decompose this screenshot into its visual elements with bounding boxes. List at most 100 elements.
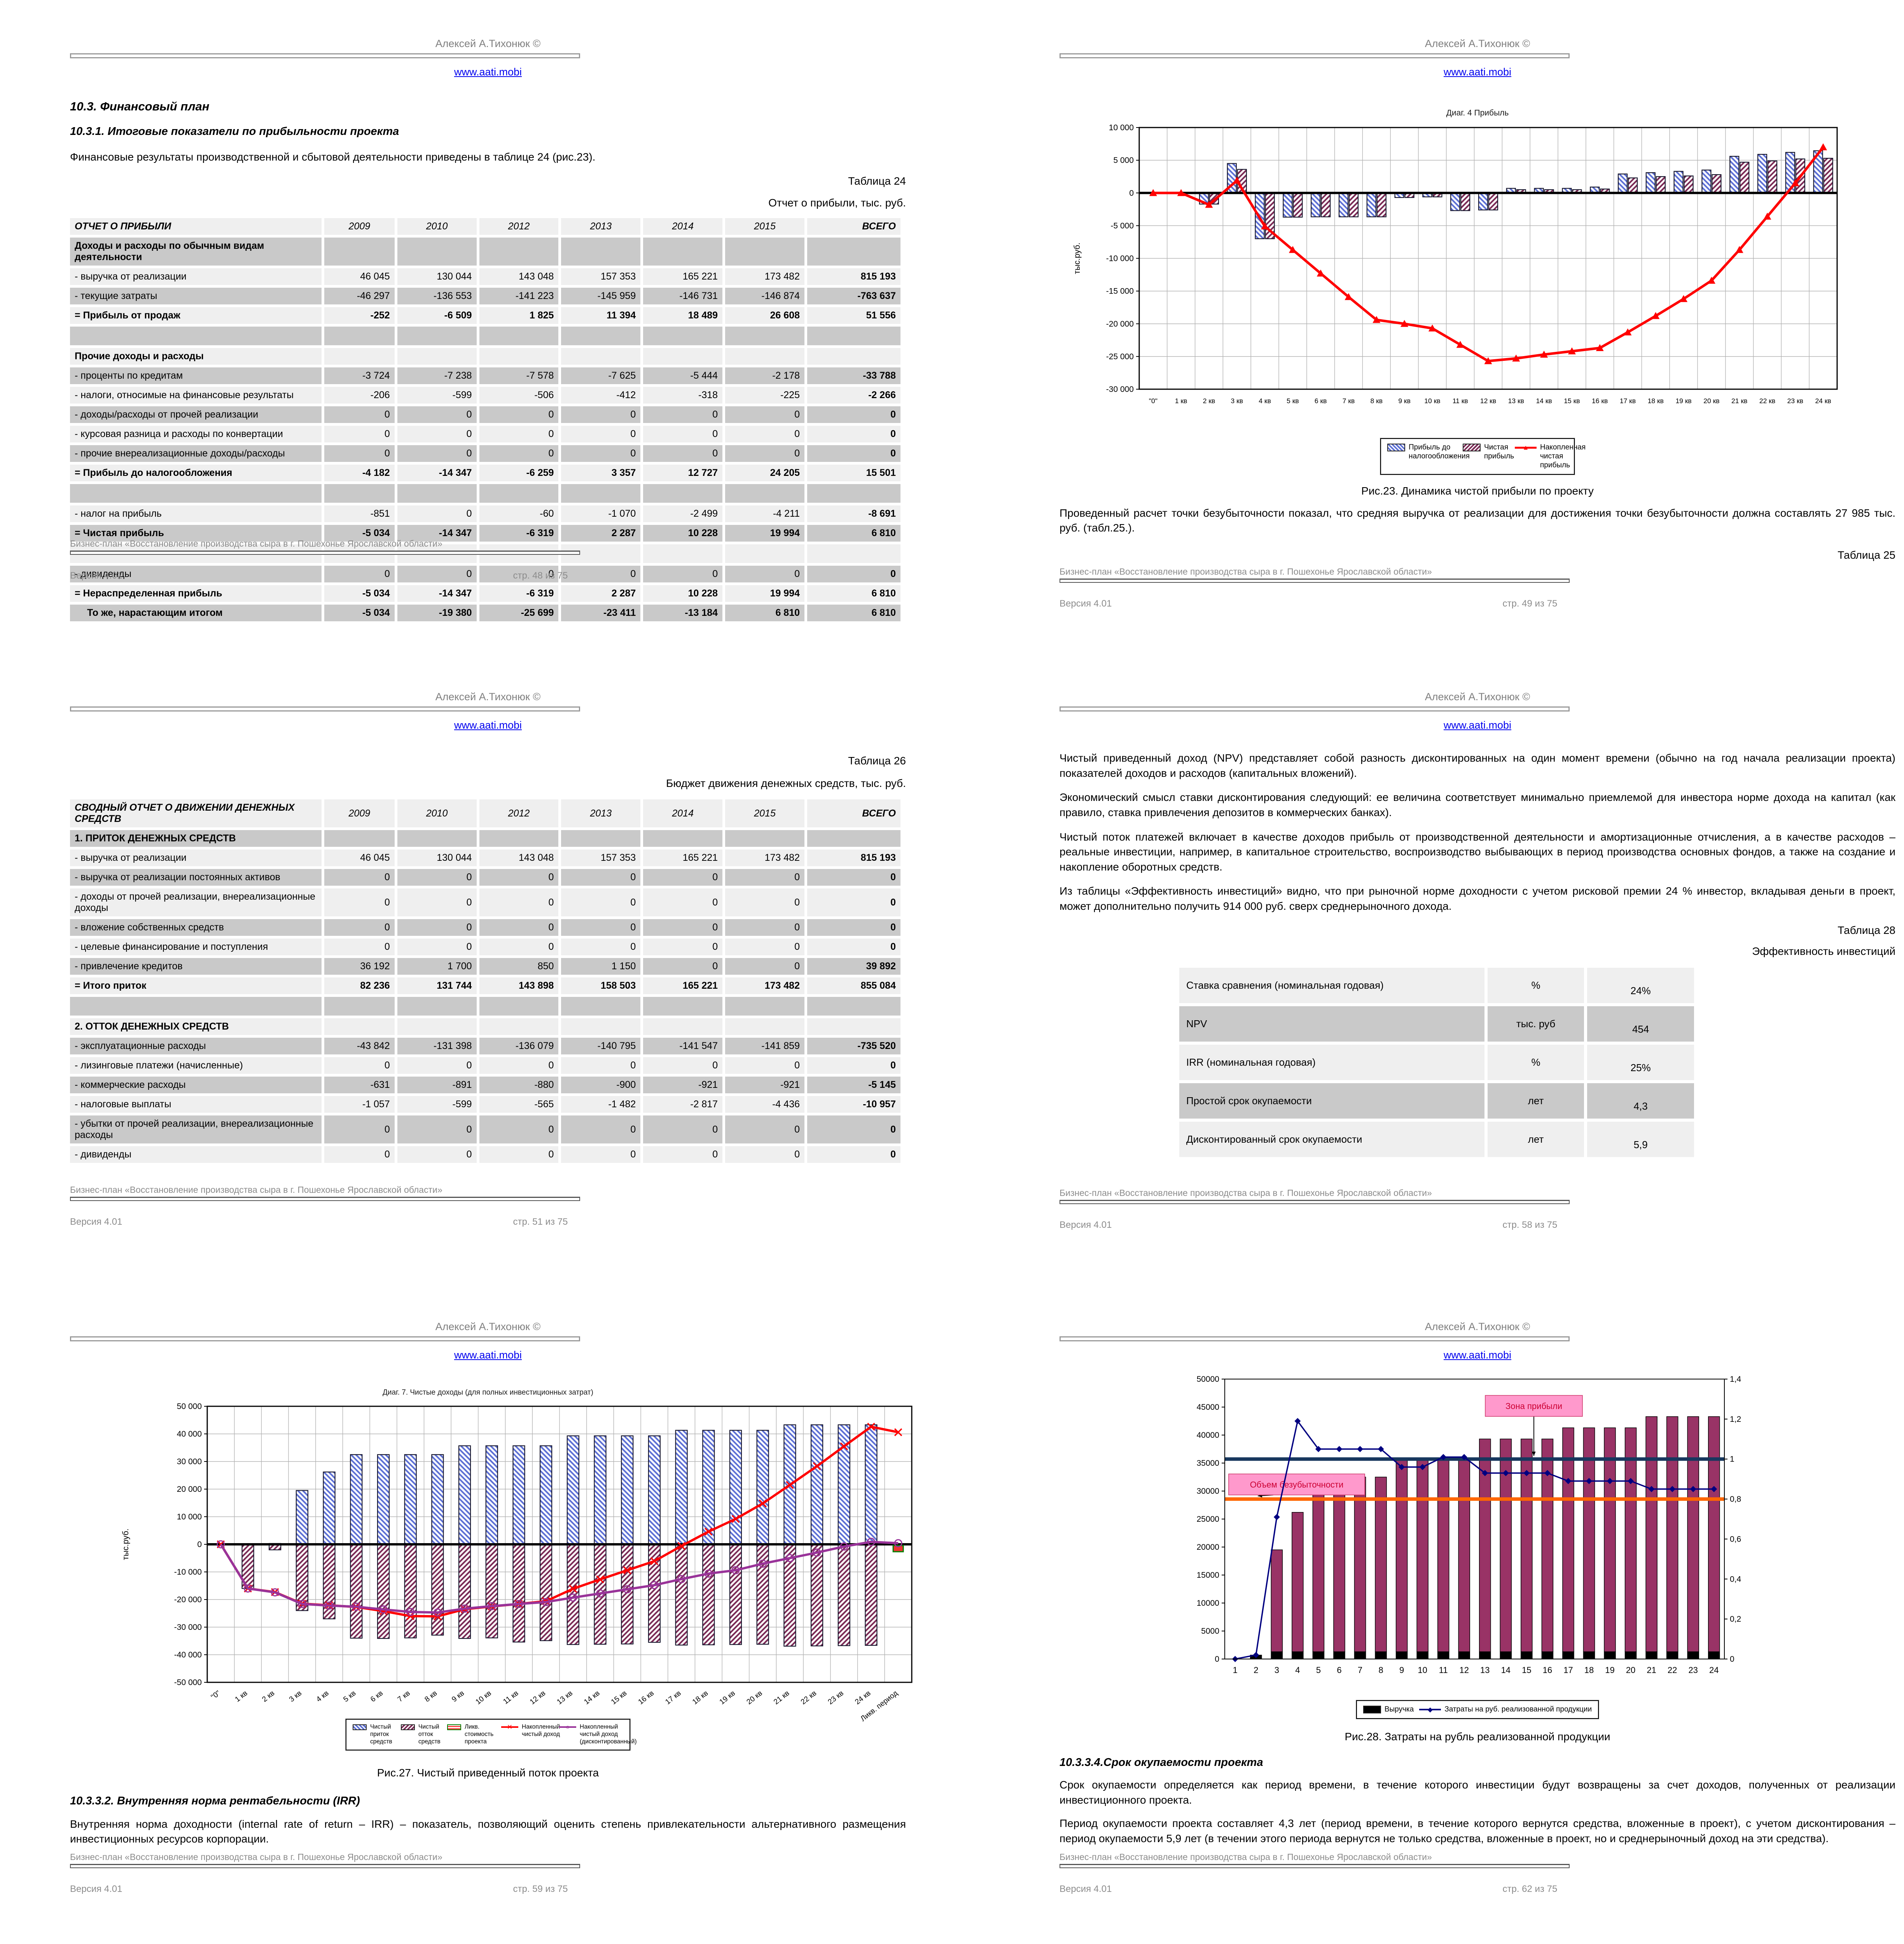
svg-text:-50 000: -50 000 xyxy=(174,1678,202,1687)
site-link[interactable]: www.aati.mobi xyxy=(454,66,522,78)
site-link[interactable]: www.aati.mobi xyxy=(454,1349,522,1361)
svg-text:23 кв: 23 кв xyxy=(827,1689,845,1706)
svg-text:22 кв: 22 кв xyxy=(799,1689,818,1706)
table-cell: 0 xyxy=(643,919,723,936)
svg-text:-40 000: -40 000 xyxy=(174,1650,202,1659)
table-cell: -2 178 xyxy=(725,367,804,384)
bar-series-0 xyxy=(269,1424,878,1545)
outflow-swatch-icon xyxy=(401,1724,415,1730)
table-cell xyxy=(725,484,804,503)
table-cell: -2 499 xyxy=(643,505,723,522)
svg-text:12 кв: 12 кв xyxy=(1480,397,1496,405)
svg-text:16 кв: 16 кв xyxy=(637,1689,656,1706)
svg-text:23: 23 xyxy=(1688,1665,1698,1675)
table-cell: 0 xyxy=(324,869,395,886)
annotation: Объем безубыточности xyxy=(1228,1474,1365,1498)
table-cell: 0 xyxy=(479,1115,559,1143)
table-cell: лет xyxy=(1487,1083,1584,1119)
site-link[interactable]: www.aati.mobi xyxy=(1443,719,1512,731)
row-label-cell: Прочие доходы и расходы xyxy=(70,348,322,365)
table-label: Таблица 28 xyxy=(1838,924,1895,936)
table-cell xyxy=(643,1018,723,1035)
author-label: Алексей А.Тихонюк © xyxy=(435,38,541,49)
table-cell: 157 353 xyxy=(561,850,641,866)
svg-text:11: 11 xyxy=(1439,1665,1448,1675)
page-number-label: стр. 49 из 75 xyxy=(1502,598,1558,609)
table-cell: -5 145 xyxy=(807,1077,900,1093)
table-cell: 0 xyxy=(725,1057,804,1074)
table-cell: 2 287 xyxy=(561,585,641,602)
table-cell xyxy=(479,484,559,503)
svg-text:1: 1 xyxy=(1730,1455,1734,1464)
table-row: - налоги, относимые на финансовые резуль… xyxy=(70,386,900,404)
table-cell: 19 994 xyxy=(725,585,804,602)
site-link[interactable]: www.aati.mobi xyxy=(454,719,522,731)
table-cell xyxy=(479,1018,559,1035)
table-cell xyxy=(324,484,395,503)
svg-text:4: 4 xyxy=(1295,1665,1300,1675)
table-cell: 143 048 xyxy=(479,268,559,285)
table-row: - выручка от реализации 46 045 130 044 143 … xyxy=(70,850,900,866)
table-row: - выручка от реализации 46 045 130 044 143 … xyxy=(70,268,900,285)
table-cell: 158 503 xyxy=(561,977,641,994)
site-link[interactable]: www.aati.mobi xyxy=(1443,1349,1512,1361)
table-cell: -146 874 xyxy=(725,287,804,304)
gridlines xyxy=(1139,128,1837,389)
column-header: СВОДНЫЙ ОТЧЕТ О ДВИЖЕНИИ ДЕНЕЖНЫХ СРЕДСТ… xyxy=(70,799,322,827)
table-cell: -851 xyxy=(324,505,395,522)
svg-text:10: 10 xyxy=(1418,1665,1427,1675)
svg-text:-5 000: -5 000 xyxy=(1110,221,1134,230)
header-rule xyxy=(1060,53,1570,58)
table-cell: 0 xyxy=(561,425,641,442)
table-row: = Чистая прибыль -5 034 -14 347 -6 319 2 287… xyxy=(70,524,900,542)
row-label-cell: Доходы и расходы по обычным видам деятел… xyxy=(70,237,322,266)
table-cell: 0 xyxy=(643,1057,723,1074)
svg-text:-15 000: -15 000 xyxy=(1106,287,1134,296)
table-cell: -763 637 xyxy=(807,287,900,304)
table-cell xyxy=(807,830,900,847)
table-row: = Прибыль до налогообложения -4 182 -14 34… xyxy=(70,464,900,481)
table-cell: -46 297 xyxy=(324,287,395,304)
row-label-cell: - прочие внереализационные доходы/расход… xyxy=(70,445,322,462)
svg-text:7 кв: 7 кв xyxy=(1343,397,1355,405)
author-label: Алексей А.Тихонюк © xyxy=(1425,691,1530,703)
table-cell: -631 xyxy=(324,1077,395,1093)
table-row: - прочие внереализационные доходы/расход… xyxy=(70,445,900,462)
row-label-cell: 1. ПРИТОК ДЕНЕЖНЫХ СРЕДСТВ xyxy=(70,830,322,847)
table-cell xyxy=(561,484,641,503)
svg-text:0: 0 xyxy=(1129,189,1134,198)
svg-text:18 кв: 18 кв xyxy=(1648,397,1664,405)
svg-text:-30 000: -30 000 xyxy=(174,1623,202,1632)
svg-text:17: 17 xyxy=(1563,1665,1573,1675)
svg-text:50 000: 50 000 xyxy=(177,1402,202,1411)
svg-text:1,4: 1,4 xyxy=(1730,1375,1741,1384)
legend-label: Накопленная чистая прибыль xyxy=(1540,443,1586,470)
table-cell: 0 xyxy=(725,958,804,975)
table-row: - дивиденды 0 0 0 0 0 0 0 xyxy=(70,1146,900,1163)
svg-text:14: 14 xyxy=(1501,1665,1511,1675)
table-cell xyxy=(643,484,723,503)
header-rule xyxy=(70,706,580,712)
table-cell: -23 411 xyxy=(561,604,641,621)
svg-text:4 кв: 4 кв xyxy=(1259,397,1271,405)
svg-text:21 кв: 21 кв xyxy=(772,1689,791,1706)
table-cell: -141 859 xyxy=(725,1038,804,1054)
table-cell: -5 034 xyxy=(324,585,395,602)
table-cell xyxy=(479,348,559,365)
footer-rule xyxy=(70,551,580,555)
footer-plan-label: Бизнес-план «Восстановление производства… xyxy=(70,1185,442,1195)
table-cell: NPV xyxy=(1179,1006,1484,1042)
table-cell xyxy=(807,484,900,503)
legend-label: Чистый приток средств xyxy=(370,1724,392,1745)
table-cell: -10 957 xyxy=(807,1096,900,1113)
page-footer: Бизнес-план «Восстановление производства… xyxy=(1060,1188,1895,1231)
table-cell: -5 034 xyxy=(324,524,395,542)
table-cell: -2 266 xyxy=(807,386,900,404)
author-label: Алексей А.Тихонюк © xyxy=(435,1321,541,1332)
page-header: Алексей А.Тихонюк © www.aati.mobi xyxy=(70,33,906,78)
table-cell: -146 731 xyxy=(643,287,723,304)
site-link[interactable]: www.aati.mobi xyxy=(1443,66,1512,78)
legend-box: Выручка ◆ Затраты на руб. реализованной … xyxy=(1355,1700,1600,1719)
table-cell xyxy=(324,237,395,266)
svg-text:-10 000: -10 000 xyxy=(1106,254,1134,263)
